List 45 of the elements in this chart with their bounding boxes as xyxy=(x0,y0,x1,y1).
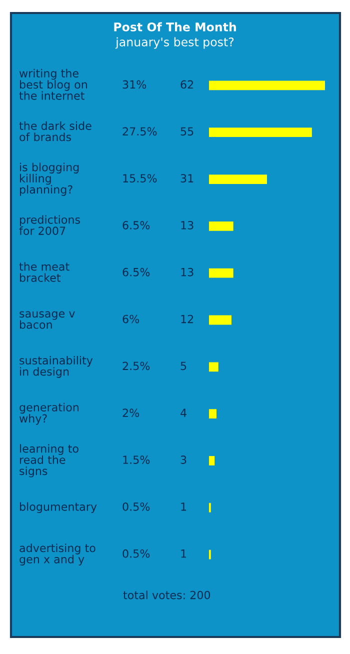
data-label: 13 xyxy=(181,221,194,230)
data-label: 3 xyxy=(180,456,186,464)
bar xyxy=(209,174,267,184)
bar xyxy=(209,221,234,231)
data-label: 1 xyxy=(181,502,186,511)
text: 6% xyxy=(122,314,140,324)
y-tick-label: learning to read the signs xyxy=(20,444,78,478)
text: 0.5% xyxy=(122,502,150,511)
text: 2% xyxy=(122,408,140,418)
y-tick-label: writing the best blog on the internet xyxy=(19,68,87,100)
data-label: 13 xyxy=(181,268,194,276)
bar xyxy=(209,456,215,466)
bar xyxy=(209,80,325,90)
data-label: 4 xyxy=(180,408,186,417)
bar xyxy=(209,268,234,278)
bar xyxy=(209,128,312,138)
data-label: 31 xyxy=(180,174,194,182)
text: 0.5% xyxy=(122,549,150,558)
text: total votes: 200 xyxy=(123,590,210,600)
data-label: 1 xyxy=(181,550,186,558)
data-label: 62 xyxy=(180,80,194,89)
text: 2.5% xyxy=(122,362,150,370)
y-tick-label: advertising to gen x and y xyxy=(20,544,96,566)
y-tick-label: predictions for 2007 xyxy=(19,215,80,235)
text: 6.5% xyxy=(122,221,150,230)
bar xyxy=(209,362,218,372)
chart-title: Post Of The Month xyxy=(114,22,236,32)
chart-subtitle: january's best post? xyxy=(115,37,234,49)
text: 31% xyxy=(122,80,146,89)
y-tick-label: sausage v bacon xyxy=(20,311,75,329)
text: 6.5% xyxy=(122,268,150,276)
data-label: 5 xyxy=(180,362,186,370)
y-tick-label: the meat bracket xyxy=(19,262,70,282)
data-label: 12 xyxy=(181,314,194,324)
text: 1.5% xyxy=(123,456,150,464)
y-tick-label: the dark side of brands xyxy=(19,121,92,142)
data-label: 55 xyxy=(180,127,194,136)
y-tick-label: generation why? xyxy=(19,402,78,425)
bar xyxy=(209,315,232,325)
y-tick-label: blogumentary xyxy=(20,502,97,514)
bar xyxy=(209,409,216,419)
text: 27.5% xyxy=(122,127,157,136)
y-tick-label: is blogging killing planning? xyxy=(20,162,79,196)
text: 15.5% xyxy=(123,174,157,182)
y-tick-label: sustainability in design xyxy=(20,356,93,378)
